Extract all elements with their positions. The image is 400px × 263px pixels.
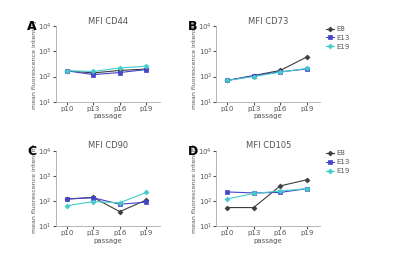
E8 <box>91 196 96 199</box>
E13 <box>144 68 149 71</box>
Title: MFI CD73: MFI CD73 <box>248 17 288 26</box>
E8 <box>117 210 122 213</box>
E13 <box>278 70 282 73</box>
Title: MFI CD90: MFI CD90 <box>88 141 128 150</box>
E19 <box>144 65 149 68</box>
Line: E13: E13 <box>225 187 308 195</box>
E19 <box>225 198 230 201</box>
Line: E19: E19 <box>225 187 308 201</box>
E13 <box>117 203 122 206</box>
Line: E8: E8 <box>225 178 308 209</box>
Line: E13: E13 <box>65 68 148 76</box>
E19 <box>117 201 122 204</box>
E8 <box>64 198 69 201</box>
E19 <box>251 192 256 195</box>
Title: MFI CD44: MFI CD44 <box>88 17 128 26</box>
E19 <box>64 204 69 207</box>
E8 <box>251 74 256 77</box>
E8 <box>91 71 96 74</box>
E8 <box>225 79 230 82</box>
X-axis label: passage: passage <box>254 113 283 119</box>
Line: E8: E8 <box>225 55 308 82</box>
Y-axis label: mean fluorescence intensity: mean fluorescence intensity <box>32 144 37 233</box>
Legend: E8, E13, E19: E8, E13, E19 <box>326 150 349 174</box>
E19 <box>64 69 69 72</box>
E13 <box>225 190 230 194</box>
Line: E13: E13 <box>225 67 308 82</box>
E13 <box>278 191 282 194</box>
E8 <box>64 69 69 72</box>
E13 <box>144 201 149 204</box>
Line: E19: E19 <box>225 67 308 82</box>
E13 <box>251 74 256 77</box>
Line: E8: E8 <box>65 196 148 213</box>
E13 <box>64 69 69 72</box>
X-axis label: passage: passage <box>254 238 283 244</box>
Text: B: B <box>188 20 197 33</box>
E13 <box>64 198 69 201</box>
E19 <box>278 189 282 193</box>
Y-axis label: mean fluorescence intensity: mean fluorescence intensity <box>32 19 37 109</box>
E13 <box>225 79 230 82</box>
E19 <box>117 66 122 69</box>
E8 <box>278 69 282 72</box>
E19 <box>91 70 96 73</box>
E19 <box>91 200 96 203</box>
E8 <box>144 67 149 70</box>
E13 <box>251 191 256 195</box>
X-axis label: passage: passage <box>93 113 122 119</box>
E13 <box>304 187 309 190</box>
E19 <box>225 79 230 82</box>
E19 <box>278 70 282 74</box>
Y-axis label: mean fluorescence intensity: mean fluorescence intensity <box>192 19 197 109</box>
Line: E19: E19 <box>65 64 148 73</box>
Text: C: C <box>27 145 36 158</box>
Legend: E8, E13, E19: E8, E13, E19 <box>326 26 349 49</box>
E13 <box>117 71 122 74</box>
Text: D: D <box>188 145 198 158</box>
Y-axis label: mean fluorescence intensity: mean fluorescence intensity <box>192 144 197 233</box>
X-axis label: passage: passage <box>93 238 122 244</box>
Line: E8: E8 <box>65 67 148 75</box>
E13 <box>91 73 96 76</box>
E8 <box>304 178 309 181</box>
E19 <box>144 191 149 194</box>
E8 <box>225 206 230 209</box>
Text: A: A <box>27 20 37 33</box>
E19 <box>251 75 256 78</box>
E13 <box>91 196 96 199</box>
E8 <box>304 55 309 59</box>
E8 <box>278 184 282 188</box>
E13 <box>304 67 309 70</box>
E8 <box>117 69 122 72</box>
Line: E19: E19 <box>65 191 148 208</box>
E8 <box>144 198 149 201</box>
Title: MFI CD105: MFI CD105 <box>246 141 291 150</box>
Line: E13: E13 <box>65 196 148 206</box>
E8 <box>251 206 256 209</box>
E19 <box>304 67 309 70</box>
E19 <box>304 187 309 190</box>
